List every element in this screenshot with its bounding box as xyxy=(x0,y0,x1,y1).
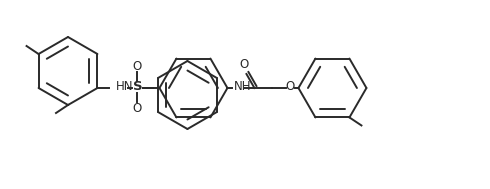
Text: S: S xyxy=(133,81,142,94)
Text: O: O xyxy=(240,59,249,71)
Text: NH: NH xyxy=(233,81,251,94)
Text: O: O xyxy=(133,60,142,73)
Text: O: O xyxy=(133,101,142,115)
Text: HN: HN xyxy=(116,81,133,94)
Text: O: O xyxy=(286,81,295,94)
